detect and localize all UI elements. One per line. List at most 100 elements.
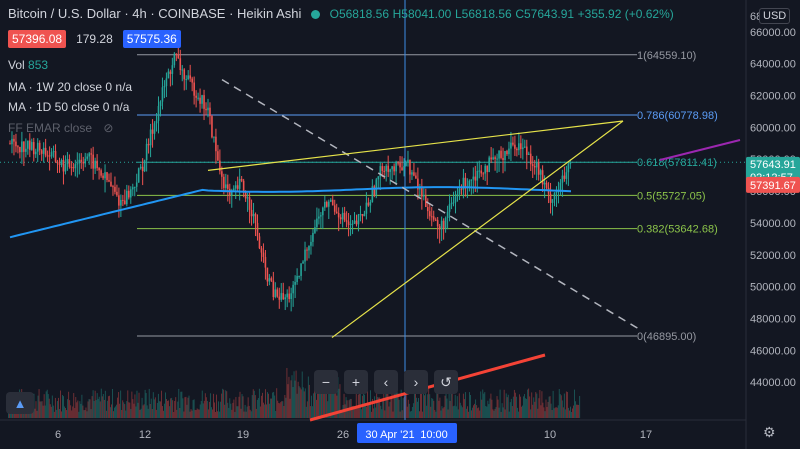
candle-body xyxy=(280,293,283,300)
candle-body xyxy=(419,187,421,190)
candle-body xyxy=(428,211,431,217)
candle-body xyxy=(389,169,391,172)
volume-bar xyxy=(526,398,528,418)
reset-chart-button[interactable]: ↺ xyxy=(434,370,458,394)
volume-bar xyxy=(378,397,380,418)
volume-bar xyxy=(301,371,303,418)
volume-bar xyxy=(222,388,224,418)
sell-price-button[interactable]: 57396.08 xyxy=(8,30,67,48)
interval-label[interactable]: 4h xyxy=(132,6,147,21)
volume-bar xyxy=(178,388,180,418)
volume-bar xyxy=(261,392,263,418)
candle-body xyxy=(508,148,510,155)
volume-bar xyxy=(315,386,316,418)
volume-bar xyxy=(156,402,158,418)
candle-body xyxy=(549,193,552,203)
volume-bar xyxy=(251,395,253,418)
volume-bar xyxy=(114,407,115,418)
ma1-legend[interactable]: MA · 1W 20 close 0 n/a xyxy=(8,80,132,94)
volume-bar xyxy=(100,388,102,418)
volume-bar xyxy=(414,391,416,418)
currency-button[interactable]: USD xyxy=(759,8,791,24)
volume-bar xyxy=(486,406,488,418)
volume-bar xyxy=(274,395,276,418)
volume-bar xyxy=(69,400,71,418)
volume-bar xyxy=(347,410,349,418)
volume-bar xyxy=(161,390,162,418)
candle-body xyxy=(375,179,378,195)
volume-bar xyxy=(393,391,395,418)
candle-body xyxy=(486,165,488,172)
volume-bar xyxy=(285,397,287,418)
volume-bar xyxy=(242,396,244,418)
volume-bar xyxy=(456,396,458,418)
volume-bar xyxy=(394,392,396,418)
volume-bar xyxy=(433,400,435,418)
volume-bar xyxy=(369,404,370,418)
volume-bar xyxy=(504,409,506,418)
volume-bar xyxy=(83,410,85,418)
volume-bar xyxy=(465,408,467,418)
tradingview-logo-icon[interactable]: ▲ xyxy=(6,392,34,414)
buy-price-button[interactable]: 57575.36 xyxy=(122,30,181,48)
volume-bar xyxy=(243,411,245,418)
volume-bar xyxy=(354,406,356,418)
scroll-left-button[interactable]: ‹ xyxy=(374,370,398,394)
volume-bar xyxy=(537,408,539,418)
fib-level-label: 0.382(53642.68) xyxy=(637,224,718,236)
gear-icon[interactable]: ⚙ xyxy=(763,424,776,440)
scroll-right-button[interactable]: › xyxy=(404,370,428,394)
candle-body xyxy=(270,278,273,281)
volume-bar xyxy=(567,407,569,418)
volume-bar xyxy=(239,391,241,418)
volume-bar xyxy=(459,402,461,418)
volume-bar xyxy=(154,397,156,418)
volume-bar xyxy=(190,409,192,418)
candle-body xyxy=(262,252,265,257)
fib-level-label: 0.618(57811.41) xyxy=(637,157,717,169)
candle-body xyxy=(298,275,300,277)
crosshair-date-label: 30 Apr '21 xyxy=(365,429,414,441)
candle-body xyxy=(569,162,572,165)
candle-body xyxy=(38,142,41,151)
volume-bar xyxy=(409,411,411,418)
zoom-out-button[interactable]: − xyxy=(314,370,338,394)
hidden-eye-icon[interactable]: ⊘ xyxy=(103,121,114,135)
candle-body xyxy=(25,148,27,152)
volume-bar xyxy=(296,393,298,418)
volume-bar xyxy=(298,386,300,418)
candle-body xyxy=(448,204,451,212)
volume-bar xyxy=(204,393,206,418)
ma2-legend[interactable]: MA · 1D 50 close 0 n/a xyxy=(8,100,129,114)
volume-bar xyxy=(223,389,225,418)
volume-bar xyxy=(518,411,519,418)
volume-bar xyxy=(103,399,105,418)
volume-bar xyxy=(375,407,377,418)
volume-bar xyxy=(557,405,559,418)
volume-bar xyxy=(143,404,145,418)
volume-bar xyxy=(513,389,515,418)
volume-legend[interactable]: Vol 853 xyxy=(8,58,48,72)
volume-bar xyxy=(472,407,473,418)
volume-bar xyxy=(124,404,126,418)
volume-bar xyxy=(229,398,231,418)
volume-bar xyxy=(168,400,170,418)
volume-bar xyxy=(192,400,194,418)
candle-body xyxy=(268,278,271,282)
volume-bar xyxy=(372,398,374,418)
candle-body xyxy=(114,186,116,192)
volume-bar xyxy=(50,406,52,418)
symbol-name[interactable]: Bitcoin / U.S. Dollar xyxy=(8,6,121,21)
volume-bar xyxy=(164,403,165,418)
volume-bar xyxy=(63,396,64,418)
volume-bar xyxy=(213,393,214,418)
volume-bar xyxy=(418,398,419,418)
volume-bar xyxy=(380,405,382,418)
volume-bar xyxy=(117,397,119,418)
candle-body xyxy=(34,151,37,155)
candle-body xyxy=(32,142,35,155)
zoom-in-button[interactable]: + xyxy=(344,370,368,394)
ma2-value: n/a xyxy=(112,100,130,114)
ema-legend[interactable]: FF EMAR close ⊘ xyxy=(8,121,113,135)
